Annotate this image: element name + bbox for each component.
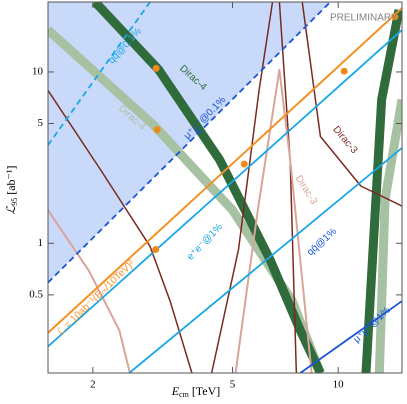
curve — [91, 2, 325, 373]
annotation: Dirac-3 — [330, 124, 359, 156]
curve — [234, 68, 313, 373]
annotation: e⁺e⁻@1% — [185, 222, 225, 263]
y-label-symbol: ℒ — [4, 205, 18, 214]
point — [340, 67, 348, 75]
x-tick-label: 10 — [333, 379, 345, 391]
curve — [210, 2, 274, 373]
shaded-region — [48, 2, 331, 283]
annotation: PRELIMINARY — [330, 13, 398, 24]
x-label-symbol: E — [171, 384, 180, 398]
point — [152, 64, 160, 72]
curve — [48, 2, 331, 284]
y-tick-label: 10 — [32, 65, 44, 77]
point — [391, 13, 399, 21]
curve — [48, 209, 131, 373]
y-tick-label: 5 — [38, 117, 44, 129]
frame — [47, 1, 403, 374]
y-label-sub: 95 — [10, 198, 19, 206]
annotation: ℒ = 10ab⁻¹(Eₘ/10TeV)² — [55, 258, 138, 338]
point — [153, 126, 161, 134]
x-axis-label: Ecm [TeV] — [171, 384, 221, 399]
curve — [48, 90, 193, 373]
annotation: qq̄@1% — [305, 226, 339, 258]
y-axis-label: ℒ95 [ab⁻¹] — [4, 166, 19, 215]
curve — [361, 9, 402, 373]
point — [152, 246, 160, 254]
y-label-unit: [ab⁻¹] — [4, 166, 18, 195]
y-tick-label: 0.5 — [29, 288, 43, 300]
x-label-unit: [TeV] — [192, 384, 220, 398]
plot-area — [48, 2, 402, 373]
curve — [299, 300, 402, 373]
curve — [48, 7, 402, 334]
x-tick-label: 2 — [90, 379, 96, 391]
curve — [48, 29, 402, 348]
x-tick-label: 5 — [230, 379, 236, 391]
annotation: Dirac-3 — [293, 173, 320, 207]
curve — [128, 147, 402, 373]
curve — [301, 2, 402, 207]
x-label-sub: cm — [179, 390, 190, 399]
y-tick-label: 1 — [38, 237, 44, 249]
point — [240, 160, 248, 168]
